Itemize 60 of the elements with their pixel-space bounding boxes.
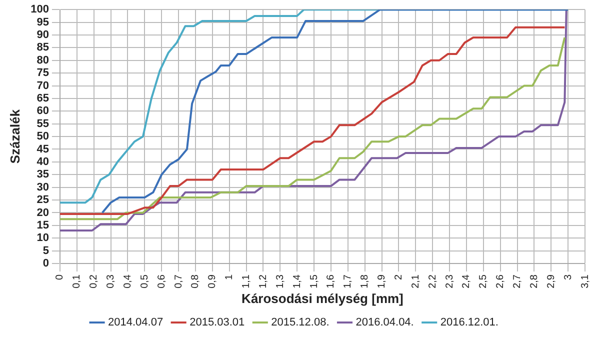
x-tick-label: 0,4 [122, 274, 134, 288]
x-tick-label: 0,2 [88, 274, 100, 288]
x-tick-label: 0,5 [139, 274, 150, 288]
x-tick-label: 2 [393, 274, 404, 280]
x-tick-label: 2,3 [444, 274, 456, 288]
y-tick-label: 75 [36, 67, 49, 80]
legend-label: 2016.12.01. [440, 316, 498, 329]
y-tick-label: 0 [42, 258, 49, 270]
x-tick-label: 0,6 [156, 274, 168, 288]
y-tick-label: 90 [36, 29, 49, 42]
y-tick-label: 20 [36, 206, 49, 219]
y-tick-label: 80 [36, 54, 49, 66]
x-tick-label: 2,8 [528, 274, 540, 288]
x-tick-label: 0,7 [173, 274, 184, 288]
x-tick-label: 3 [562, 274, 574, 280]
y-tick-label: 55 [36, 118, 49, 130]
y-axis-title: Százalék [7, 108, 22, 164]
legend-label: 2015.12.08. [271, 316, 330, 329]
x-tick-label: 1,9 [376, 274, 388, 288]
y-tick-label: 50 [36, 130, 49, 143]
x-tick-label: 2,1 [410, 274, 422, 288]
x-tick-label: 2,7 [512, 274, 523, 288]
x-tick-label: 1,1 [241, 274, 252, 288]
x-tick-label: 2,5 [478, 274, 490, 288]
legend-label: 2015.03.01 [190, 316, 245, 329]
x-tick-label: 2,6 [495, 274, 506, 288]
legend-label: 2014.04.07 [108, 316, 164, 329]
y-tick-label: 70 [36, 80, 49, 92]
x-axis-title: Károsodási mélység [mm] [242, 290, 404, 306]
x-tick-label: 0,8 [190, 274, 202, 288]
y-tick-label: 25 [36, 194, 49, 206]
x-tick-label: 3,1 [580, 274, 591, 288]
x-tick-label: 2,2 [427, 274, 438, 288]
y-tick-label: 5 [42, 244, 49, 257]
x-tick-label: 1,3 [274, 274, 286, 288]
x-tick-label: 0,9 [207, 274, 218, 288]
x-tick-label: 1,2 [258, 274, 269, 288]
y-tick-label: 45 [36, 143, 49, 156]
y-tick-label: 30 [36, 181, 49, 194]
x-tick-label: 2,9 [546, 274, 557, 288]
y-tick-label: 95 [36, 16, 49, 28]
y-tick-label: 40 [36, 156, 49, 168]
x-tick-label: 1,4 [292, 274, 303, 288]
x-tick-label: 2,4 [461, 274, 472, 288]
x-tick-label: 0,1 [72, 274, 83, 288]
x-tick-label: 0,3 [106, 274, 117, 288]
x-tick-label: 0 [54, 274, 66, 280]
x-tick-label: 1,7 [342, 274, 354, 288]
y-tick-label: 10 [36, 232, 49, 244]
y-tick-label: 65 [36, 92, 49, 104]
y-tick-label: 100 [30, 4, 49, 16]
x-tick-label: 1,5 [308, 274, 320, 288]
y-tick-label: 15 [36, 219, 49, 232]
y-tick-label: 85 [36, 42, 49, 54]
x-tick-label: 1,6 [326, 274, 337, 288]
y-tick-label: 60 [36, 105, 49, 118]
x-tick-label: 1 [224, 274, 236, 280]
x-tick-label: 1,8 [360, 274, 371, 288]
y-tick-label: 35 [36, 168, 49, 181]
legend-label: 2016.04.04. [356, 316, 414, 329]
